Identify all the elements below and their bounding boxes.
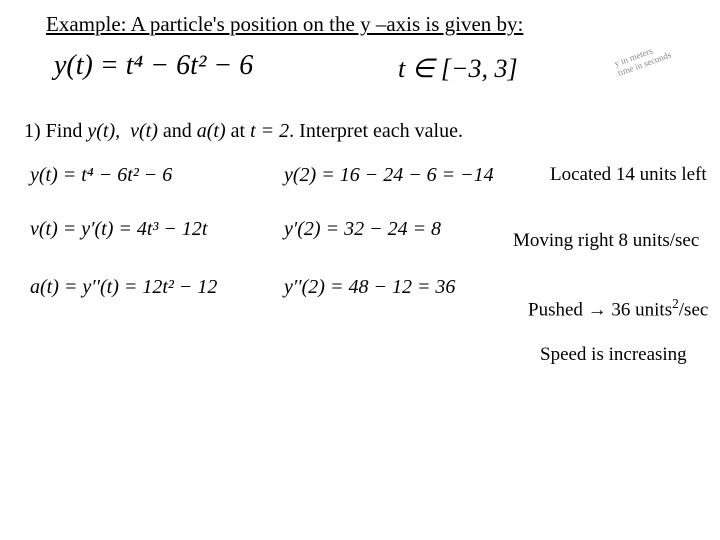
interp3-text: Pushed → 36 units — [528, 299, 672, 320]
title: Example: A particle's position on the y … — [46, 12, 523, 37]
interp3-suffix: /sec — [679, 299, 709, 320]
units-note: y in meters time in seconds — [613, 41, 672, 79]
q-t2: t = 2 — [250, 120, 289, 142]
q-a: a(t) — [197, 120, 226, 142]
position-at-2: y(2) = 16 − 24 − 6 = −14 — [284, 164, 494, 187]
interpretation-acceleration: Pushed → 36 units2/sec — [528, 296, 708, 321]
interpretation-position: Located 14 units left — [550, 164, 707, 186]
acceleration-at-2: y′′(2) = 48 − 12 = 36 — [284, 276, 455, 299]
question-line: 1) Find y(t), v(t) and a(t) at t = 2. In… — [24, 120, 463, 143]
domain-equation: t ∈ [−3, 3] — [398, 54, 518, 84]
q-and: and — [158, 120, 197, 142]
position-equation: y(t) = t⁴ − 6t² − 6 — [30, 164, 172, 187]
main-equation: y(t) = t⁴ − 6t² − 6 — [54, 50, 253, 82]
q-rest: . Interpret each value. — [289, 120, 463, 142]
velocity-at-2: y′(2) = 32 − 24 = 8 — [284, 218, 441, 241]
q-at: at — [226, 120, 250, 142]
interpretation-speed: Speed is increasing — [540, 344, 687, 366]
q-prefix: 1) Find — [24, 120, 87, 142]
velocity-equation: v(t) = y′(t) = 4t³ − 12t — [30, 218, 207, 241]
interpretation-velocity: Moving right 8 units/sec — [513, 230, 699, 252]
acceleration-equation: a(t) = y′′(t) = 12t² − 12 — [30, 276, 217, 299]
q-v: v(t) — [130, 120, 158, 142]
q-y: y(t), — [87, 120, 120, 142]
